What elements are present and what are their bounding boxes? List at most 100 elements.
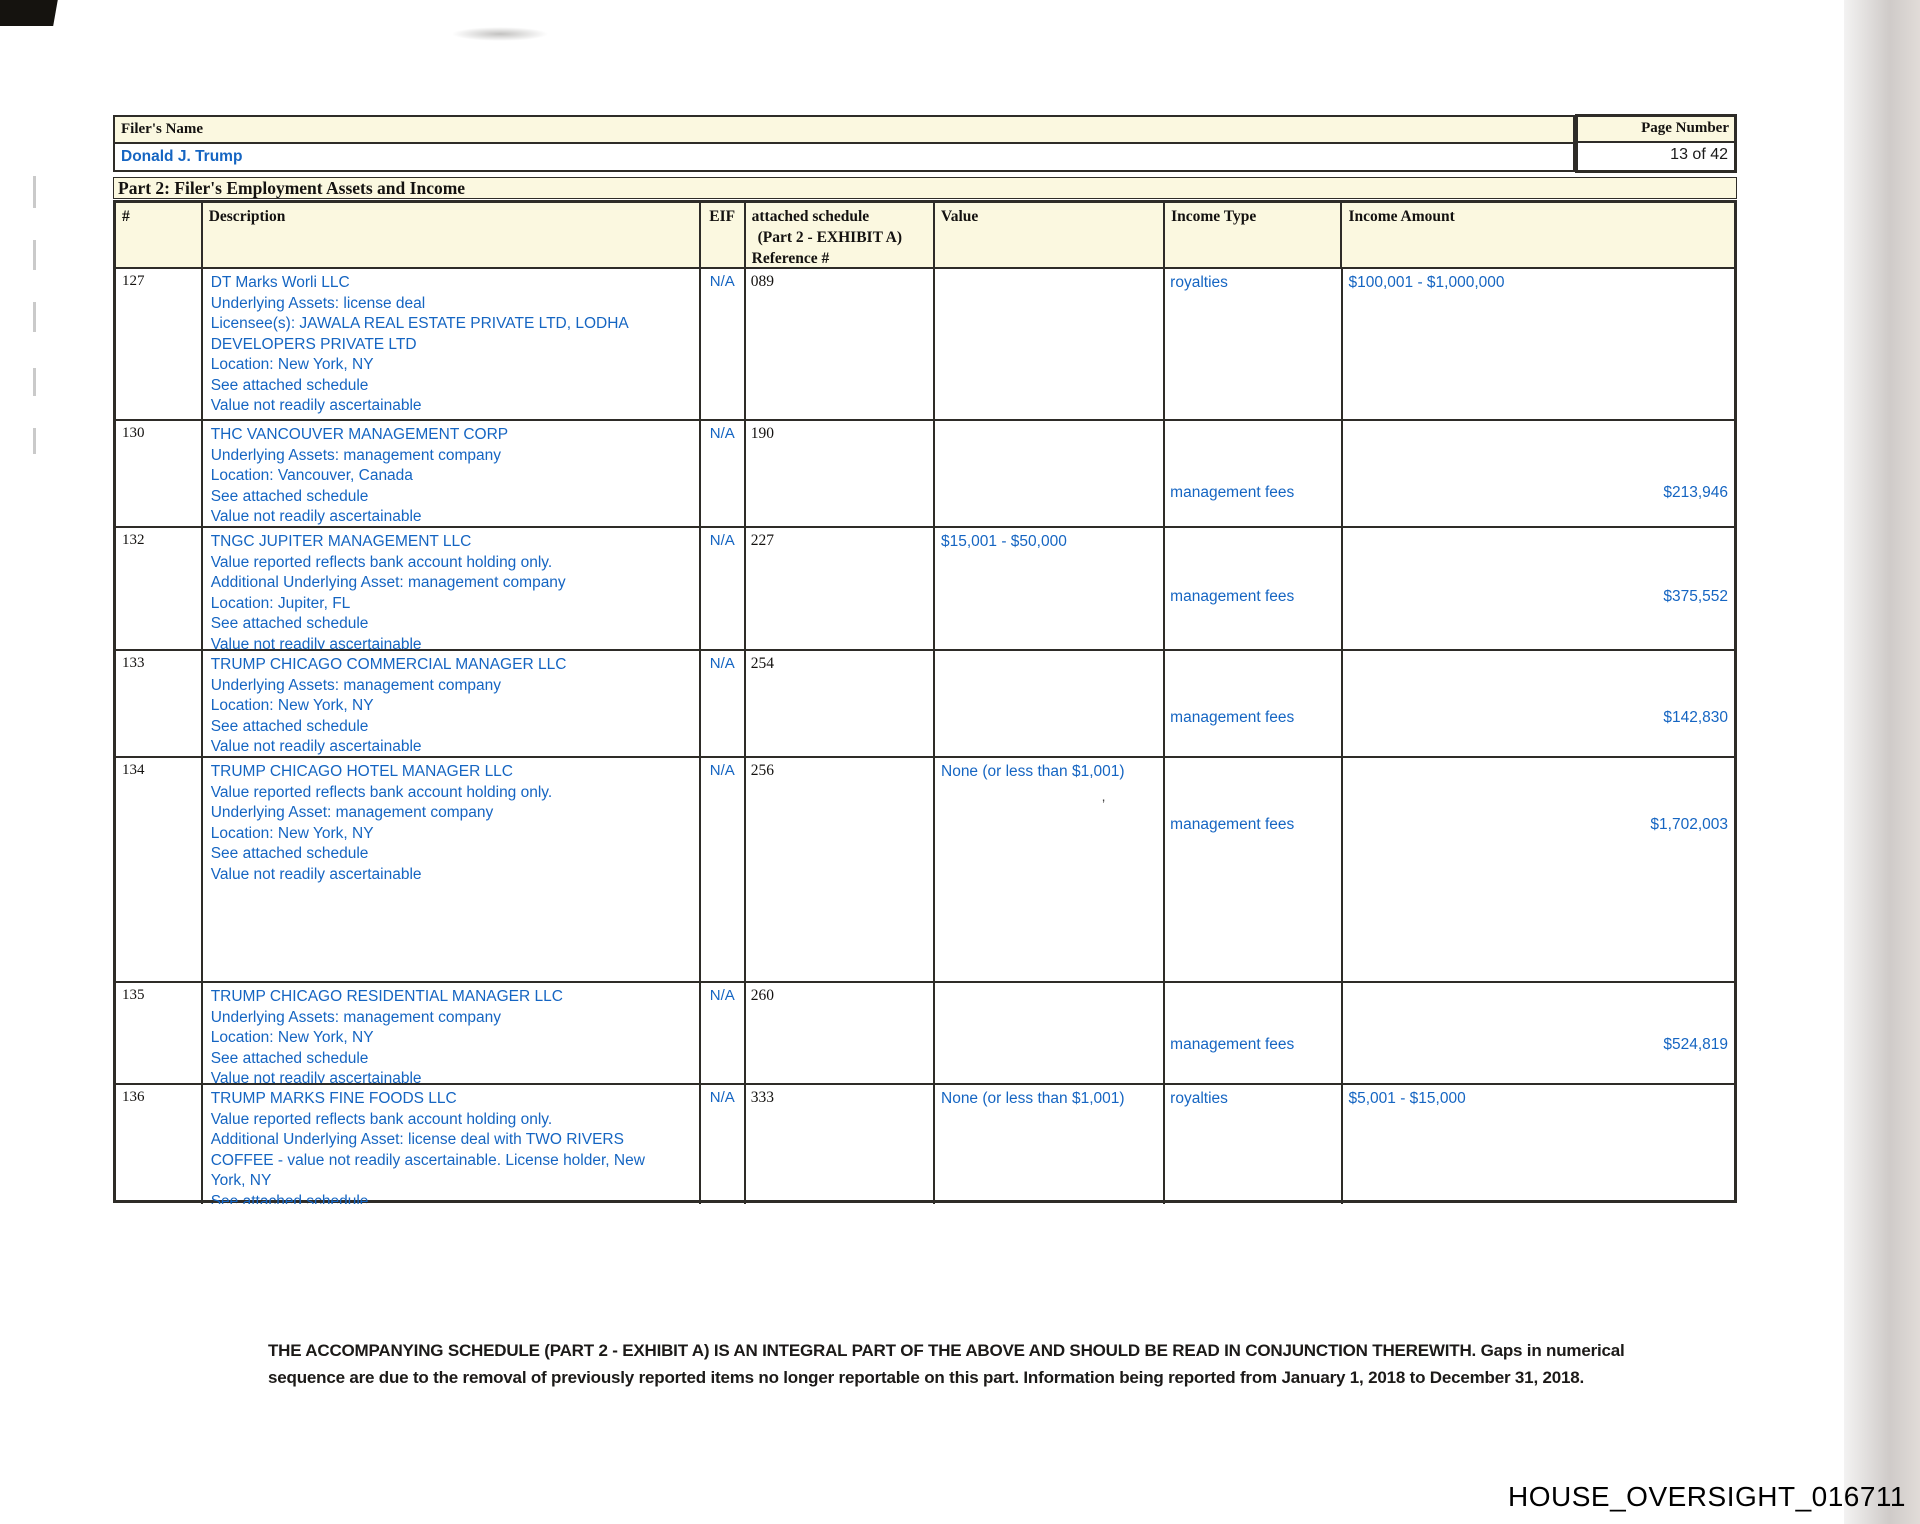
header-num: #: [116, 203, 203, 267]
cell-income-type: management fees: [1165, 421, 1343, 526]
bates-number: HOUSE_OVERSIGHT_016711: [1508, 1481, 1906, 1512]
page-number-box: Page Number 13 of 42: [1575, 114, 1737, 173]
cell-eif: N/A: [701, 1085, 746, 1204]
value-text: None (or less than $1,001): [941, 763, 1125, 780]
footnote: THE ACCOMPANYING SCHEDULE (PART 2 - EXHI…: [268, 1337, 1625, 1391]
cell-schedule-reference: 227: [746, 528, 935, 649]
header-schedule: attached schedule (Part 2 - EXHIBIT A) R…: [746, 203, 935, 267]
cell-description: THC VANCOUVER MANAGEMENT CORP Underlying…: [203, 421, 701, 526]
scan-artifact-dash: [33, 240, 36, 270]
income-type-text: management fees: [1170, 588, 1295, 605]
income-type-text: management fees: [1170, 709, 1295, 726]
table-row: 133 TRUMP CHICAGO COMMERCIAL MANAGER LLC…: [116, 651, 1734, 758]
scan-artifact-mark: ’: [1102, 796, 1106, 812]
cell-income-type: management fees: [1165, 528, 1343, 649]
filer-name-label: Filer's Name: [115, 117, 1573, 144]
header-schedule-line3: Reference #: [751, 250, 830, 267]
scan-artifact-edge: [1844, 0, 1920, 1524]
table-row: 134 TRUMP CHICAGO HOTEL MANAGER LLC Valu…: [116, 758, 1734, 983]
cell-schedule-reference: 333: [746, 1085, 935, 1204]
cell-income-amount: $375,552: [1343, 528, 1735, 649]
cell-income-amount: $100,001 - $1,000,000: [1343, 269, 1735, 419]
cell-description: TRUMP CHICAGO HOTEL MANAGER LLC Value re…: [203, 758, 701, 981]
income-amount-text: $100,001 - $1,000,000: [1348, 274, 1505, 291]
cell-line-number: 127: [116, 269, 203, 419]
cell-description: TRUMP CHICAGO COMMERCIAL MANAGER LLC Und…: [203, 651, 701, 756]
cell-line-number: 133: [116, 651, 203, 756]
cell-income-amount: $1,702,003: [1343, 758, 1735, 981]
cell-schedule-reference: 089: [746, 269, 935, 419]
header-eif: EIF: [701, 203, 746, 267]
income-type-text: royalties: [1170, 274, 1228, 291]
cell-description: TRUMP CHICAGO RESIDENTIAL MANAGER LLC Un…: [203, 983, 701, 1083]
cell-schedule-reference: 256: [746, 758, 935, 981]
cell-income-type: management fees: [1165, 651, 1343, 756]
cell-description: TRUMP MARKS FINE FOODS LLC Value reporte…: [203, 1085, 701, 1204]
income-amount-text: $375,552: [1663, 588, 1728, 605]
cell-income-type: royalties: [1165, 269, 1343, 419]
cell-income-type: royalties: [1165, 1085, 1343, 1204]
page-number-label: Page Number: [1578, 117, 1734, 143]
table-row: 135 TRUMP CHICAGO RESIDENTIAL MANAGER LL…: [116, 983, 1734, 1085]
cell-eif: N/A: [701, 651, 746, 756]
cell-income-amount: $524,819: [1343, 983, 1735, 1083]
footnote-line2: sequence are due to the removal of previ…: [268, 1368, 1585, 1387]
income-amount-text: $213,946: [1663, 484, 1728, 501]
table-row: 127 DT Marks Worli LLC Underlying Assets…: [116, 269, 1734, 421]
table-header-row: # Description EIF attached schedule (Par…: [116, 203, 1734, 269]
cell-value: [935, 421, 1166, 526]
cell-income-amount: $5,001 - $15,000: [1343, 1085, 1735, 1204]
scan-artifact-dash: [33, 302, 36, 332]
table-row: 130 THC VANCOUVER MANAGEMENT CORP Underl…: [116, 421, 1734, 528]
cell-eif: N/A: [701, 983, 746, 1083]
scan-artifact-corner: [0, 0, 59, 26]
cell-schedule-reference: 190: [746, 421, 935, 526]
income-amount-text: $524,819: [1663, 1036, 1728, 1053]
assets-income-table: # Description EIF attached schedule (Par…: [113, 200, 1737, 1204]
cell-income-type: management fees: [1165, 758, 1343, 981]
income-type-text: management fees: [1170, 484, 1295, 501]
header-value: Value: [935, 203, 1166, 267]
filer-name-box: Filer's Name Donald J. Trump: [113, 115, 1575, 172]
income-type-text: management fees: [1170, 1036, 1295, 1053]
cell-eif: N/A: [701, 421, 746, 526]
header-schedule-line2: (Part 2 - EXHIBIT A): [757, 229, 903, 246]
scan-artifact-smudge: [452, 27, 548, 41]
cell-income-amount: $213,946: [1343, 421, 1735, 526]
cell-value: $15,001 - $50,000: [935, 528, 1166, 649]
filer-name-value: Donald J. Trump: [115, 144, 1573, 170]
income-type-text: royalties: [1170, 1090, 1228, 1107]
cell-description: TNGC JUPITER MANAGEMENT LLC Value report…: [203, 528, 701, 649]
cell-line-number: 132: [116, 528, 203, 649]
cell-line-number: 136: [116, 1085, 203, 1204]
header-income-type: Income Type: [1165, 203, 1343, 267]
cell-eif: N/A: [701, 528, 746, 649]
header-description: Description: [203, 203, 701, 267]
table-row: 136 TRUMP MARKS FINE FOODS LLC Value rep…: [116, 1085, 1734, 1204]
cell-schedule-reference: 260: [746, 983, 935, 1083]
cell-line-number: 135: [116, 983, 203, 1083]
income-amount-text: $142,830: [1663, 709, 1728, 726]
cell-value: None (or less than $1,001) ’: [935, 758, 1166, 981]
cell-schedule-reference: 254: [746, 651, 935, 756]
scan-artifact-dash: [33, 176, 36, 208]
cell-eif: N/A: [701, 269, 746, 419]
cell-description: DT Marks Worli LLC Underlying Assets: li…: [203, 269, 701, 419]
cell-income-type: management fees: [1165, 983, 1343, 1083]
table-row: 132 TNGC JUPITER MANAGEMENT LLC Value re…: [116, 528, 1734, 651]
cell-value: None (or less than $1,001): [935, 1085, 1166, 1204]
part-title: Part 2: Filer's Employment Assets and In…: [113, 177, 1737, 199]
cell-line-number: 134: [116, 758, 203, 981]
footnote-line1: THE ACCOMPANYING SCHEDULE (PART 2 - EXHI…: [268, 1341, 1625, 1360]
page-number-value: 13 of 42: [1578, 143, 1734, 168]
header-income-amount: Income Amount: [1348, 208, 1455, 225]
cell-line-number: 130: [116, 421, 203, 526]
income-type-text: management fees: [1170, 816, 1295, 833]
cell-value: [935, 651, 1166, 756]
cell-value: [935, 983, 1166, 1083]
cell-income-amount: $142,830: [1343, 651, 1735, 756]
scan-artifact-dash: [33, 368, 36, 396]
cell-value: [935, 269, 1166, 419]
header-schedule-line1: attached schedule: [751, 208, 870, 225]
